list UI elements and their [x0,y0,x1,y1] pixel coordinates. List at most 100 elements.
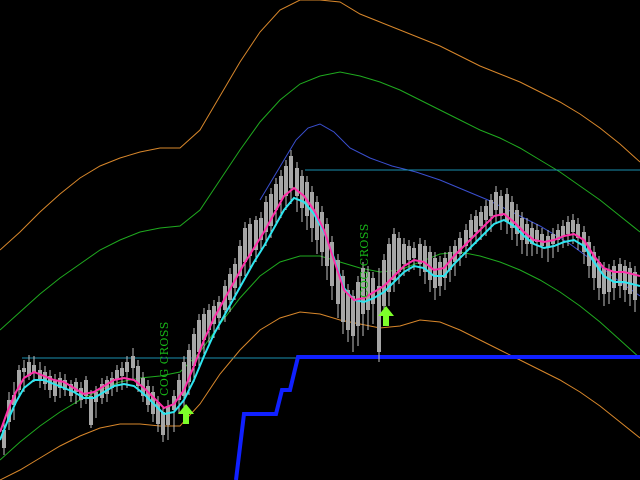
candle-20 [105,376,109,402]
candle-99 [510,196,514,240]
candle-111 [571,214,575,244]
up-arrow-icon [178,404,194,424]
candle-body [366,272,370,310]
candle-91 [469,214,473,250]
candlesticks [2,150,637,455]
candle-body [74,382,78,392]
candle-body [351,296,355,336]
candle-26 [136,360,140,392]
candle-body [264,202,268,232]
candle-81 [418,238,422,276]
candle-body [397,238,401,272]
band-outer-lower-line [0,311,640,480]
candle-body [561,226,565,236]
candle-body [433,258,437,288]
candle-body [274,184,278,210]
candle-49 [254,216,258,262]
candle-body [474,216,478,232]
candle-body [633,272,637,300]
signal-label: COG CROSS [358,223,371,298]
candle-86 [443,252,447,290]
candle-117 [602,262,606,306]
candle-65 [336,254,340,318]
candle-75 [387,238,391,306]
candle-body [382,260,386,306]
candle-body [607,270,611,292]
candle-0 [2,420,6,455]
band-outer-upper-line [0,0,640,251]
candle-105 [540,228,544,258]
candle-3 [17,365,21,398]
candle-60 [310,186,314,242]
candle-64 [330,236,334,300]
candle-body [592,252,596,278]
candle-body [177,380,181,400]
candle-body [530,228,534,244]
candle-body [479,212,483,226]
candle-57 [295,162,299,212]
candle-53 [274,178,278,226]
candle-body [402,244,406,264]
fast-ma-line [0,186,640,433]
candle-115 [592,246,596,290]
cog-cross-signals: COG CROSS COG CROSS [158,223,394,424]
candle-78 [402,238,406,276]
candle-body [58,378,62,388]
candle-62 [320,206,324,266]
candle-body [115,370,119,380]
up-arrow-icon [378,306,394,326]
candle-body [182,362,186,396]
candle-55 [284,160,288,210]
candle-112 [576,218,580,250]
candle-21 [110,372,114,396]
candle-body [438,262,442,286]
candle-15 [79,382,83,408]
candle-19 [100,378,104,404]
candle-body [17,370,21,390]
candle-body [197,320,201,352]
candle-body [392,234,396,280]
candle-body [618,264,622,286]
candle-body [43,372,47,384]
candle-body [192,334,196,366]
candle-body [320,212,324,252]
candle-16 [84,376,88,404]
candle-body [166,406,170,425]
candle-body [2,430,6,448]
candle-121 [623,260,627,302]
candle-body [100,384,104,398]
candle-body [489,200,493,216]
candle-body [582,232,586,252]
candle-body [412,248,416,258]
candle-body [32,365,36,372]
candle-body [310,192,314,228]
candle-8 [43,366,47,390]
candle-56 [289,150,293,204]
candle-body [202,314,206,340]
candle-body [243,228,247,262]
band-inner-upper-line [0,71,640,331]
candle-body [418,244,422,264]
candle-body [535,230,539,242]
candle-body [469,220,473,238]
candle-1 [7,392,11,430]
candle-98 [505,188,509,234]
candle-body [238,246,242,276]
candle-79 [407,240,411,272]
candle-body [325,224,329,266]
candle-10 [53,374,57,402]
candle-69 [356,276,360,346]
candle-119 [612,260,616,300]
candle-body [207,310,211,330]
candle-body [12,395,16,405]
candle-body [623,266,627,290]
candle-body [228,274,232,300]
candle-body [515,210,519,234]
candle-97 [499,190,503,230]
candle-25 [131,348,135,380]
candle-71 [366,266,370,330]
candle-body [110,378,114,388]
candle-17 [89,390,93,428]
candle-107 [551,228,555,258]
candle-body [161,412,165,435]
